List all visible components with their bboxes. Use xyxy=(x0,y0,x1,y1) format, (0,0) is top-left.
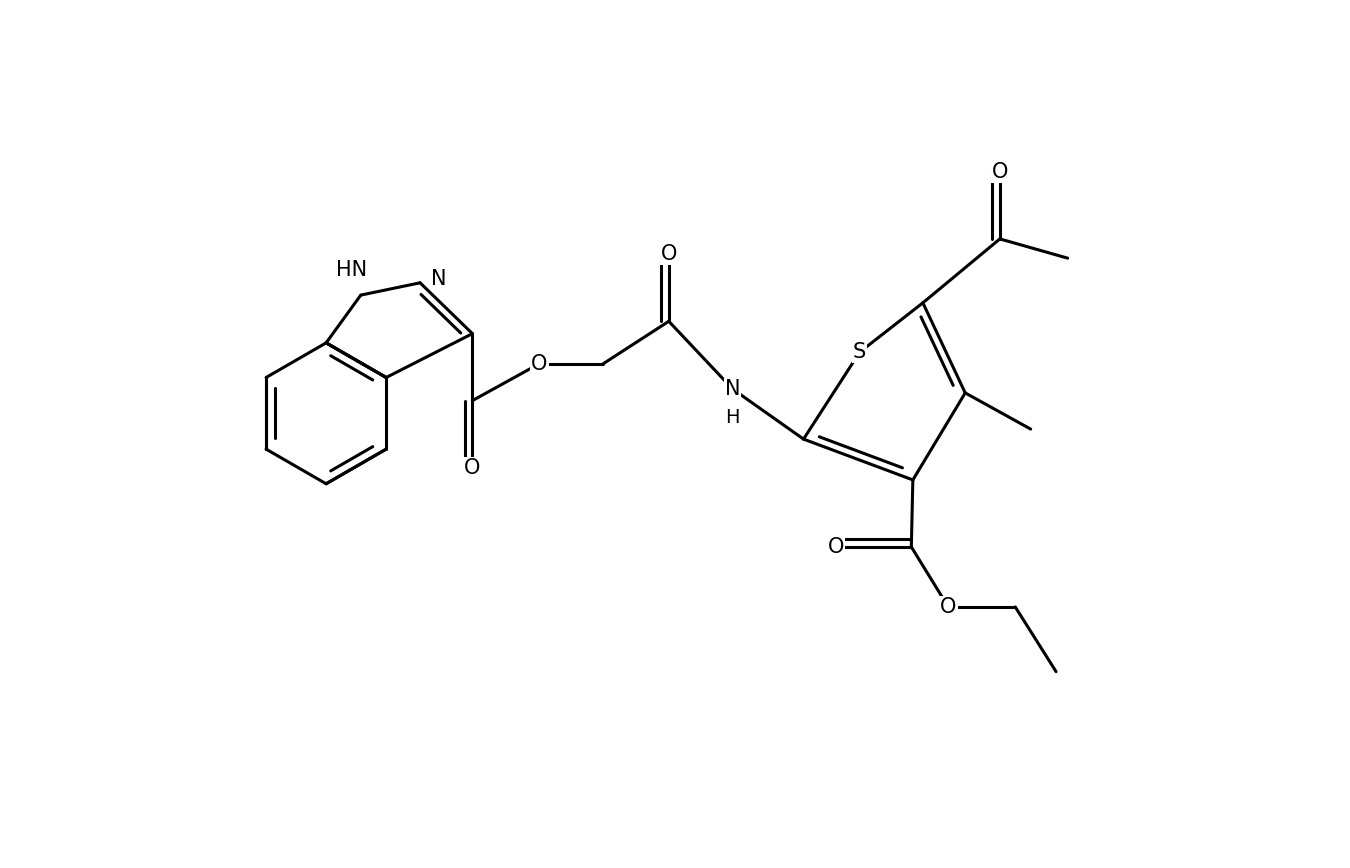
Text: N: N xyxy=(431,269,447,289)
Text: H: H xyxy=(725,408,740,427)
Text: O: O xyxy=(464,457,481,477)
Text: N: N xyxy=(725,379,740,399)
Text: O: O xyxy=(992,162,1008,182)
Text: O: O xyxy=(660,244,676,265)
Text: S: S xyxy=(853,342,867,362)
Text: HN: HN xyxy=(336,260,367,279)
Text: O: O xyxy=(828,537,844,557)
Text: O: O xyxy=(532,353,548,373)
Text: O: O xyxy=(940,597,956,617)
